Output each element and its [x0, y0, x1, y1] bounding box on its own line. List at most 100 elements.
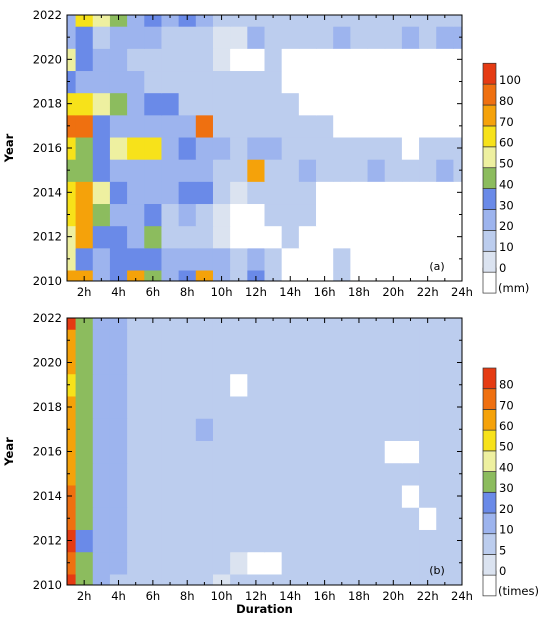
- heatmap-cell: [109, 462, 128, 486]
- heatmap-cell: [127, 462, 145, 486]
- heatmap-cell: [436, 92, 455, 116]
- heatmap-cell: [436, 269, 455, 281]
- heatmap-cell: [75, 507, 94, 530]
- heatmap-cell: [195, 440, 214, 464]
- heatmap-cell: [195, 329, 214, 352]
- heatmap-cells: [67, 318, 462, 585]
- colorbar-box: [482, 104, 497, 127]
- heatmap-cell: [453, 247, 462, 271]
- heatmap-cell: [92, 159, 111, 182]
- heatmap-cell: [195, 114, 214, 138]
- heatmap-cell: [144, 418, 163, 441]
- heatmap-cell: [92, 507, 111, 530]
- heatmap-cell: [92, 15, 111, 27]
- heatmap-cell: [453, 329, 462, 352]
- heatmap-cell: [195, 159, 214, 182]
- heatmap-cell: [75, 440, 94, 464]
- heatmap-cell: [109, 225, 128, 249]
- heatmap-cell: [281, 70, 300, 94]
- heatmap-cell: [212, 351, 231, 375]
- x-tick-label: 10h: [211, 285, 233, 299]
- heatmap-cell: [92, 440, 111, 464]
- heatmap-cell: [384, 203, 403, 227]
- heatmap-cell: [178, 329, 197, 352]
- heatmap-cell: [109, 573, 128, 585]
- heatmap-cell: [350, 573, 369, 585]
- heatmap-cell: [195, 418, 214, 441]
- heatmap-cell: [333, 395, 351, 419]
- heatmap-cell: [109, 395, 128, 419]
- heatmap-cell: [436, 573, 455, 585]
- heatmap-cell: [75, 551, 94, 575]
- x-tick-label: 22h: [417, 285, 439, 299]
- heatmap-cell: [212, 70, 231, 94]
- heatmap-cell: [298, 551, 317, 575]
- heatmap-cell: [384, 48, 403, 72]
- heatmap-cell: [350, 114, 369, 138]
- heatmap-cell: [75, 26, 94, 49]
- y-tick-label: 2016: [33, 141, 62, 155]
- heatmap-cell: [384, 329, 403, 352]
- heatmap-cell: [333, 440, 351, 464]
- heatmap-cell: [419, 551, 437, 575]
- heatmap-cell: [92, 26, 111, 49]
- heatmap-cell: [298, 181, 317, 205]
- heatmap-cell: [401, 181, 420, 205]
- heatmap-cell: [264, 507, 283, 530]
- heatmap-cell: [230, 373, 248, 397]
- heatmap-cell: [350, 418, 369, 441]
- heatmap-cell: [367, 247, 386, 271]
- heatmap-cell: [195, 203, 214, 227]
- heatmap-cell: [401, 329, 420, 352]
- heatmap-cell: [67, 114, 77, 138]
- heatmap-cell: [67, 507, 77, 530]
- heatmap-cell: [178, 203, 197, 227]
- heatmap-cell: [419, 26, 437, 49]
- heatmap-cell: [75, 418, 94, 441]
- heatmap-cell: [367, 329, 386, 352]
- heatmap-cell: [144, 484, 163, 508]
- heatmap-cell: [247, 114, 266, 138]
- heatmap-cell: [419, 440, 437, 464]
- heatmap-cell: [419, 15, 437, 27]
- x-tick-label: 10h: [211, 589, 233, 603]
- heatmap-cell: [161, 203, 180, 227]
- heatmap-cell: [67, 551, 77, 575]
- heatmap-cell: [144, 395, 163, 419]
- heatmap-cell: [92, 351, 111, 375]
- heatmap-cell: [436, 225, 455, 249]
- heatmap-cell: [178, 92, 197, 116]
- heatmap-cell: [195, 136, 214, 160]
- y-tick-label: 2020: [33, 356, 62, 370]
- x-tick-label: 24h: [451, 589, 473, 603]
- heatmap-cell: [230, 136, 248, 160]
- heatmap-cell: [298, 136, 317, 160]
- heatmap-cell: [316, 136, 334, 160]
- heatmap-cell: [109, 373, 128, 397]
- heatmap-cell: [264, 329, 283, 352]
- heatmap-cell: [144, 247, 163, 271]
- heatmap-cell: [298, 529, 317, 553]
- heatmap-cell: [264, 318, 283, 330]
- heatmap-cell: [419, 159, 437, 182]
- colorbar-label: 20: [499, 502, 514, 516]
- heatmap-cell: [161, 329, 180, 352]
- heatmap-cell: [127, 181, 145, 205]
- heatmap-cell: [350, 48, 369, 72]
- heatmap-cell: [247, 329, 266, 352]
- heatmap-cell: [127, 26, 145, 49]
- heatmap-cell: [144, 269, 163, 281]
- heatmap-cell: [178, 573, 197, 585]
- heatmap-cell: [281, 92, 300, 116]
- x-tick-label: 18h: [348, 589, 370, 603]
- heatmap-cell: [367, 395, 386, 419]
- heatmap-cell: [453, 70, 462, 94]
- heatmap-cell: [178, 551, 197, 575]
- heatmap-cell: [384, 247, 403, 271]
- heatmap-cell: [230, 15, 248, 27]
- heatmap-cell: [316, 225, 334, 249]
- heatmap-cell: [333, 551, 351, 575]
- heatmap-cell: [195, 269, 214, 281]
- heatmap-cell: [419, 318, 437, 330]
- heatmap-cell: [264, 136, 283, 160]
